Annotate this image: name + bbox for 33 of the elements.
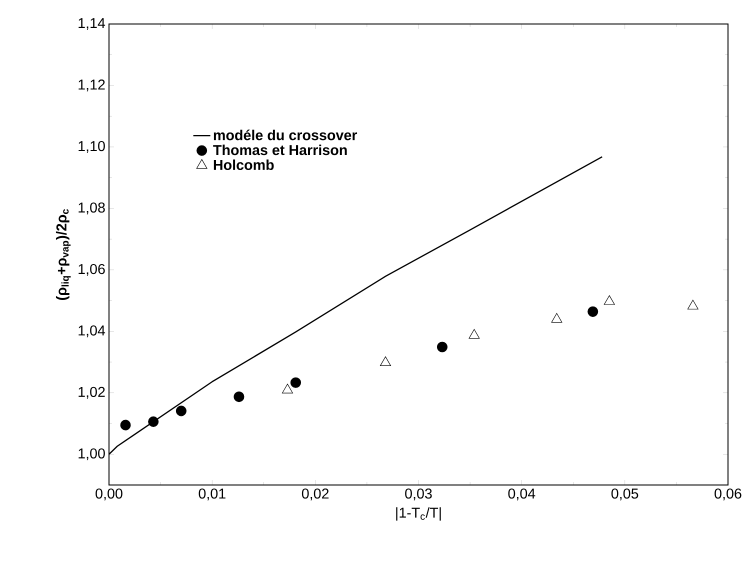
y-tick-label: 1,08: [78, 202, 105, 214]
point: [282, 384, 293, 394]
legend-label: modéle du crossover: [214, 130, 358, 140]
point: [468, 329, 480, 339]
point: [551, 313, 562, 323]
point: [120, 420, 131, 430]
legend-label: Thomas et Harrison: [213, 144, 347, 156]
point: [604, 295, 615, 305]
x-tick-label: 0,04: [508, 488, 536, 500]
point: [176, 406, 186, 416]
legend-label: Holcomb: [214, 159, 274, 170]
y-axis-title: (ρ$_{liq}$+ρ$_{vap}$)/2ρ$_{c}$: [56, 209, 71, 300]
y-tick-label: 1,12: [78, 80, 105, 92]
y-tick-label: 1,04: [78, 325, 106, 338]
x-tick-label: 0,00: [96, 488, 122, 500]
point: [687, 300, 698, 310]
point: [148, 416, 159, 427]
x-tick-label: 0,05: [611, 488, 638, 500]
x-tick-label: 0,06: [714, 488, 742, 500]
point: [380, 356, 391, 366]
point: [436, 342, 448, 352]
y-tick-label: 1,10: [78, 141, 105, 153]
y-tick-label: 1,00: [78, 448, 105, 460]
x-tick-label: 0,02: [302, 488, 329, 500]
x-axis-title: |1-T$_{c}$/T|: [396, 507, 441, 521]
x-tick-label: 0,03: [405, 488, 432, 500]
point: [290, 377, 302, 388]
y-tick-label: 1,06: [78, 264, 105, 276]
x-tick-label: 0,01: [198, 488, 226, 500]
point: [588, 306, 598, 317]
point: [234, 392, 244, 402]
y-tick-label: 1,02: [78, 386, 105, 399]
y-tick-label: 1,14: [78, 18, 106, 30]
